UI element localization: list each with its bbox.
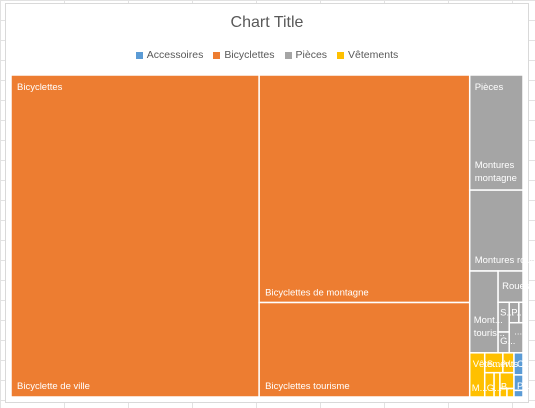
tile-label: B...	[501, 382, 515, 393]
tile-label: Roues	[502, 281, 530, 292]
tile-montures-route[interactable]	[468, 189, 524, 272]
legend-label: Pièces	[295, 49, 328, 61]
legend-label: Vêtements	[348, 49, 399, 61]
tile-label: P...	[517, 381, 530, 392]
group-label-bicyclettes: Bicyclettes	[17, 82, 63, 93]
legend-item[interactable]: Pièces	[284, 49, 328, 61]
tile-label: P...	[511, 307, 524, 318]
legend-item[interactable]: Bicyclettes	[213, 49, 275, 61]
tile-label: ...	[514, 327, 522, 338]
tile-label: Montures montagne	[475, 160, 517, 184]
legend-item[interactable]: Vêtements	[337, 49, 398, 61]
tile-montures-tourisme[interactable]	[468, 270, 499, 354]
legend-label: Accessoires	[146, 49, 204, 61]
group-label-pieces: Pièces	[475, 82, 504, 93]
tile-bicyclette-de-ville[interactable]	[10, 74, 260, 398]
chart-title[interactable]: Chart Title	[230, 14, 304, 31]
legend-item[interactable]: Accessoires	[135, 49, 204, 61]
tile-bicyclettes-tourisme[interactable]	[258, 301, 471, 398]
legend[interactable]: Accessoires Bicyclettes Pièces Vêtements	[6, 49, 528, 61]
tile-bicyclettes-de-montagne[interactable]	[258, 74, 471, 304]
tile-label: Bicyclettes tourisme	[265, 381, 349, 392]
tile-accessoires-tiny[interactable]	[513, 389, 524, 398]
tile-label: C...	[517, 359, 532, 370]
tile-label: S...	[500, 307, 514, 318]
tile-label: M...	[472, 383, 488, 394]
tile-label: Bicyclette de ville	[17, 381, 90, 392]
tile-label: G...	[487, 383, 502, 394]
tile-label: Bicyclettes de montagne	[265, 288, 369, 299]
legend-label: Bicyclettes	[224, 49, 275, 61]
legend-swatch	[213, 51, 221, 59]
group-label-vetements: Vêtements	[473, 359, 519, 370]
tile-label: Mont... touris...	[474, 315, 505, 339]
legend-swatch	[337, 51, 345, 59]
legend-swatch	[284, 51, 292, 59]
tile-label: G...	[500, 336, 515, 347]
legend-swatch	[135, 51, 143, 59]
tile-label: Montures route	[475, 255, 535, 266]
tile-label: V...	[504, 359, 517, 370]
tile-label: S...	[487, 359, 501, 370]
tile-montures-montagne[interactable]	[468, 74, 524, 191]
